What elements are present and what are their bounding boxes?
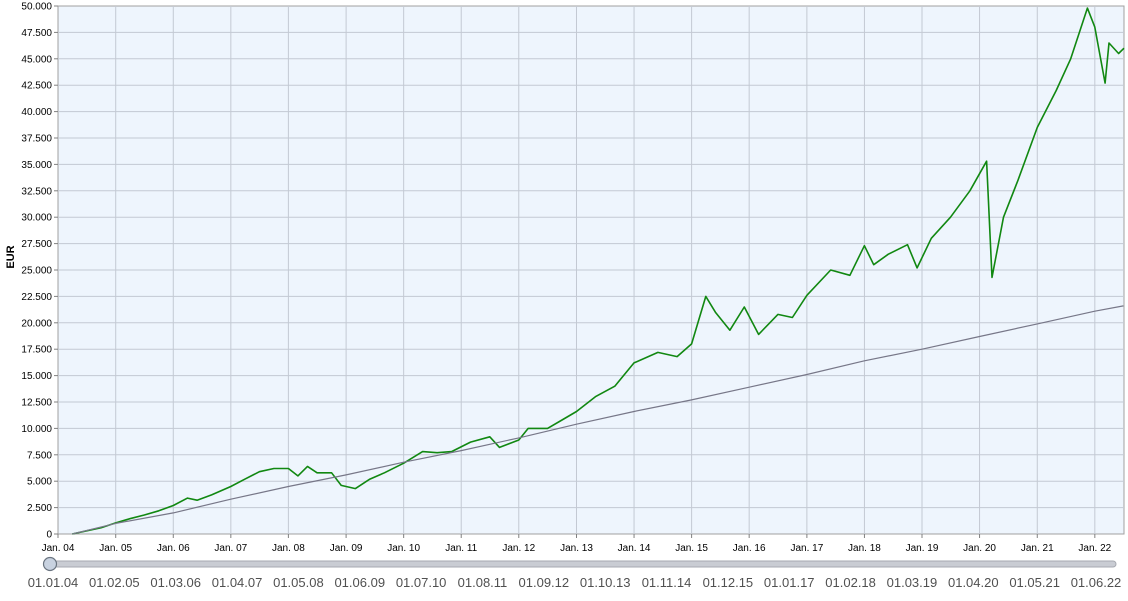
slider-label: 01.09.12: [519, 575, 570, 590]
y-tick-label: 22.500: [21, 292, 52, 303]
y-tick-label: 5.000: [27, 477, 52, 488]
series-line-1: [72, 305, 1124, 535]
slider-track[interactable]: [49, 560, 1117, 568]
x-tick-label: Jan. 06: [157, 543, 190, 554]
slider-label: 01.05.08: [273, 575, 324, 590]
slider-label: 01.02.18: [825, 575, 876, 590]
x-tick-label: Jan. 08: [272, 543, 305, 554]
slider-label: 01.07.10: [396, 575, 447, 590]
slider-label: 01.01.17: [764, 575, 815, 590]
y-tick-label: 47.500: [21, 28, 52, 39]
x-tick-label: Jan. 22: [1078, 543, 1111, 554]
slider-label: 01.08.11: [458, 575, 508, 590]
slider-label: 01.04.07: [212, 575, 263, 590]
y-tick-label: 40.000: [21, 107, 52, 118]
y-tick-label: 2.500: [27, 503, 52, 514]
y-tick-label: 0: [46, 530, 52, 541]
y-tick-label: 7.500: [27, 450, 52, 461]
slider-label: 01.03.19: [887, 575, 938, 590]
y-axis: 0 2.500 5.000 7.500 10.000 12.500 15.000 17.500…: [21, 2, 58, 541]
series-group: [72, 7, 1125, 535]
y-tick-label: 10.000: [21, 424, 52, 435]
x-tick-label: Jan. 17: [790, 543, 823, 554]
x-tick-label: Jan. 15: [675, 543, 708, 554]
y-tick-label: 12.500: [21, 398, 52, 409]
x-tick-label: Jan. 14: [618, 543, 651, 554]
x-tick-label: Jan. 09: [330, 543, 363, 554]
y-tick-label: 32.500: [21, 186, 52, 197]
y-tick-label: 35.000: [21, 160, 52, 171]
x-tick-label: Jan. 21: [1021, 543, 1054, 554]
slider-label: 01.11.14: [642, 575, 692, 590]
slider-label: 01.02.05: [89, 575, 140, 590]
x-tick-label: Jan. 18: [848, 543, 881, 554]
slider-label: 01.12.15: [703, 575, 754, 590]
x-tick-label: Jan. 12: [502, 543, 535, 554]
x-tick-label: Jan. 10: [387, 543, 420, 554]
slider-labels: 01.01.04 01.02.05 01.03.06 01.04.07 01.05.08…: [28, 575, 1122, 590]
x-tick-label: Jan. 16: [733, 543, 766, 554]
x-tick-label: Jan. 13: [560, 543, 593, 554]
x-tick-label: Jan. 07: [214, 543, 247, 554]
y-axis-label: EUR: [5, 245, 17, 268]
slider-label: 01.06.22: [1071, 575, 1122, 590]
slider-label: 01.06.09: [334, 575, 385, 590]
y-tick-label: 42.500: [21, 81, 52, 92]
y-tick-label: 37.500: [21, 134, 52, 145]
x-axis: Jan. 04 Jan. 05 Jan. 06 Jan. 07 Jan. 08 Jan. …: [42, 534, 1112, 554]
date-range-slider[interactable]: 01.01.04 01.02.05 01.03.06 01.04.07 01.05.08…: [28, 556, 1122, 591]
slider-label: 01.10.13: [580, 575, 631, 590]
x-tick-label: Jan. 19: [906, 543, 939, 554]
x-tick-label: Jan. 05: [99, 543, 132, 554]
slider-label: 01.05.21: [1009, 575, 1060, 590]
series-line-0: [72, 7, 1125, 535]
y-tick-label: 50.000: [21, 2, 52, 13]
slider-label: 01.01.04: [28, 575, 79, 590]
y-tick-label: 15.000: [21, 371, 52, 382]
slider-handle[interactable]: [42, 556, 58, 572]
y-tick-label: 25.000: [21, 266, 52, 277]
y-tick-label: 45.000: [21, 54, 52, 65]
slider-label: 01.03.06: [150, 575, 201, 590]
y-tick-label: 20.000: [21, 318, 52, 329]
grid-lines: [58, 6, 1124, 534]
x-tick-label: Jan. 11: [445, 543, 477, 554]
slider-label: 01.04.20: [948, 575, 999, 590]
x-tick-label: Jan. 04: [42, 543, 75, 554]
y-tick-label: 27.500: [21, 239, 52, 250]
y-tick-label: 17.500: [21, 345, 52, 356]
x-tick-label: Jan. 20: [963, 543, 996, 554]
y-tick-label: 30.000: [21, 213, 52, 224]
